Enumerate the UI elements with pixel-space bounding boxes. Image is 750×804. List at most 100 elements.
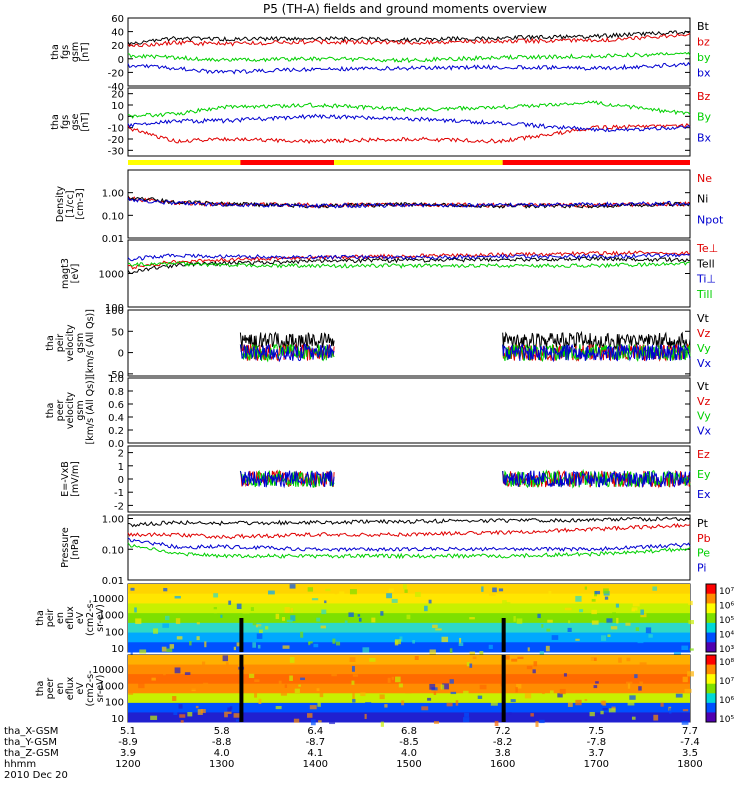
time-axis-value: -7.8 [587,737,607,748]
y-axis-label: eflux [65,606,76,630]
y-tick-label: -1 [114,488,124,499]
y-tick-label: 0.4 [108,413,124,424]
spectrogram-cell [494,720,499,726]
spectrogram-cell [138,682,145,689]
y-axis-label: [mV/m] [70,461,81,497]
legend-entry: by [697,51,711,64]
spectrogram-band [128,683,690,694]
spectrogram-cell [450,691,457,695]
spectrogram-cell [584,586,588,590]
time-axis-value: -8.8 [212,737,232,748]
colorbar-segment [706,655,716,666]
spectrogram-cell [537,613,541,619]
colorbar-tick-label: 10⁷ [719,587,734,597]
spectrogram-cell [184,672,191,675]
spectrogram-cell [575,699,582,706]
spectrogram-cell [150,715,158,720]
legend-entry: Pt [697,517,709,530]
spectrogram-cell [166,648,173,653]
y-tick-label: 0.01 [102,576,124,587]
spectrogram-cell [156,703,160,709]
spectrogram-cell [365,702,372,708]
spectrogram-cell [626,657,631,662]
y-axis-label: tha [35,681,46,697]
spectrogram-cell [632,602,640,607]
spectrogram-cell [319,691,324,698]
y-tick-label: 0 [118,112,124,123]
spectrogram-cell [593,685,598,689]
y-axis-label: [nT] [80,42,91,61]
spectrogram-cell [252,619,257,626]
spectrogram-cell [222,655,229,662]
spectrogram-cell [172,696,177,701]
spectrogram-cell [395,676,401,683]
y-tick-label: -20 [108,68,124,79]
spectrogram-cell [639,681,643,687]
time-axis-value: 1400 [303,759,328,770]
spectrogram-cell [681,645,689,651]
spectrogram-cell [169,644,175,649]
spectrogram-cell [259,629,263,634]
colorbar-segment [706,622,716,634]
spectrogram-cell [238,665,241,669]
spectrogram-cell [161,646,167,652]
spectrogram-cell [336,641,341,646]
spectrogram-cell [675,693,683,698]
spectrogram-cell [601,635,607,641]
spectrogram-cell [567,627,572,632]
legend-entry: Ex [697,488,711,501]
time-axis-date: 2010 Dec 20 [4,770,68,781]
spectrogram-cell [257,644,261,649]
y-tick-label: 1.00 [102,515,124,526]
spectrogram-cell [284,684,288,688]
series-line-Till [127,261,691,269]
colorbar-segment [706,712,716,723]
spectrogram-cell [197,709,203,715]
spectrogram-cell [174,595,181,599]
spectrogram-cell [278,680,282,685]
colorbar-segment [706,664,716,675]
spectrogram-cell [233,646,236,651]
colorbar-tick-label: 10⁷ [719,677,734,687]
legend-entry: Vy [697,410,711,423]
series-line-By [127,100,691,119]
spectrogram-cell [427,697,432,701]
spectrogram-cell [227,707,232,712]
spectrogram-cell [616,617,619,624]
spectrogram-cell [548,591,552,597]
spectrogram-cell [515,687,518,693]
y-axis-label: [cm-3] [75,188,86,219]
y-tick-label: 10000 [92,594,124,605]
spectrogram-cell [380,721,384,727]
y-axis-label: gsm [75,333,86,353]
spectrogram-cell [625,622,631,626]
legend-entry: Bx [697,131,712,144]
y-tick-label: 1000 [99,270,124,281]
y-tick-label: 0.10 [102,545,124,556]
spectrogram-cell [196,622,200,625]
spectrogram-cell [511,658,518,662]
status-bar-segment [128,160,241,165]
spectrogram-cell [369,657,376,662]
spectrogram-cell [242,609,250,614]
spectrogram-cell [584,699,588,702]
spectrogram-cell [308,641,313,644]
y-tick-label: -10 [108,124,124,135]
spectrogram-cell [248,673,255,679]
spectrogram-cell [429,683,436,690]
spectrogram-cell [254,679,260,683]
spectrogram-cell [539,651,545,656]
spectrogram-band [128,622,690,634]
colorbar-segment [706,693,716,704]
spectrogram-cell [575,595,582,602]
status-bar-segment [334,160,503,165]
spectrogram-cell [227,711,232,714]
spectrogram-cell [321,609,327,615]
legend-entry: Vx [697,424,712,437]
y-axis-label: en [55,612,66,624]
y-axis-label: [nT] [80,112,91,131]
spectrogram-cell [591,598,596,602]
spectrogram-cell [410,613,416,618]
spectrogram-cell [405,690,412,694]
time-axis-value: 7.7 [682,726,698,737]
